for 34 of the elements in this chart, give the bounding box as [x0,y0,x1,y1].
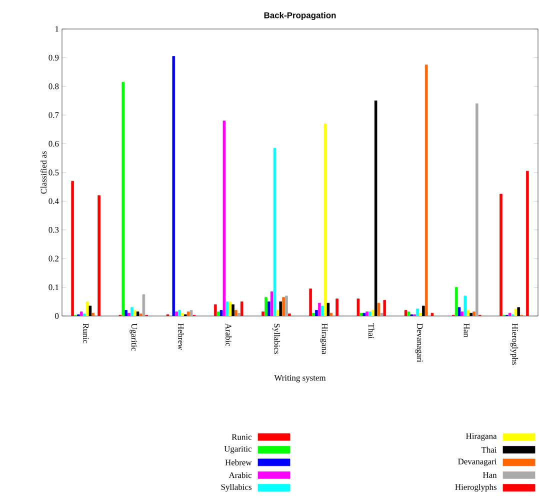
x-tick-label: Syllabics [272,324,280,354]
x-tick-label: Arabic [226,323,232,346]
legend-label: Thai [481,446,497,453]
y-tick-label: 0.8 [48,84,59,90]
y-tick-label: 0.9 [48,54,59,61]
legend-label: Hieroglyphs [455,484,496,492]
y-tick-label: 0.6 [48,140,59,147]
x-tick-label: Hiragana [320,324,328,354]
legend-label: Runic [232,434,252,440]
x-tick-label: Ugaritic [130,323,138,351]
y-tick-label: 1 [55,26,58,32]
chart-title: Back-Propagation [264,12,336,20]
y-tick-label: 0.2 [48,256,59,262]
legend-label: Arabic [228,472,252,478]
legend-label: Hebrew [225,459,252,466]
y-tick-label: 0.4 [48,198,59,204]
y-tick-label: 0 [55,313,59,319]
y-tick-label: 0.5 [48,170,59,176]
legend-label: Han [482,472,497,478]
x-tick-label: Han [464,324,470,338]
x-tick-label: Devanagari [415,324,423,362]
x-tick-label: Hebrew [178,324,184,350]
legend-label: Devanagari [458,458,497,466]
y-tick-label: 0.3 [48,227,59,233]
legend-label: Hiragana [466,433,497,441]
y-tick-label: 0.1 [48,284,58,290]
y-axis-title: Classified as [40,151,47,194]
x-axis-title: Writing system [274,374,326,382]
x-tick-label: Hieroglyphs [510,324,518,365]
x-tick-label: Thai [368,323,374,339]
legend-label: Ugaritic [224,446,252,454]
x-tick-label: Runic [82,324,89,344]
y-tick-label: 0.7 [48,112,59,118]
legend-label: Syllabics [221,484,252,492]
